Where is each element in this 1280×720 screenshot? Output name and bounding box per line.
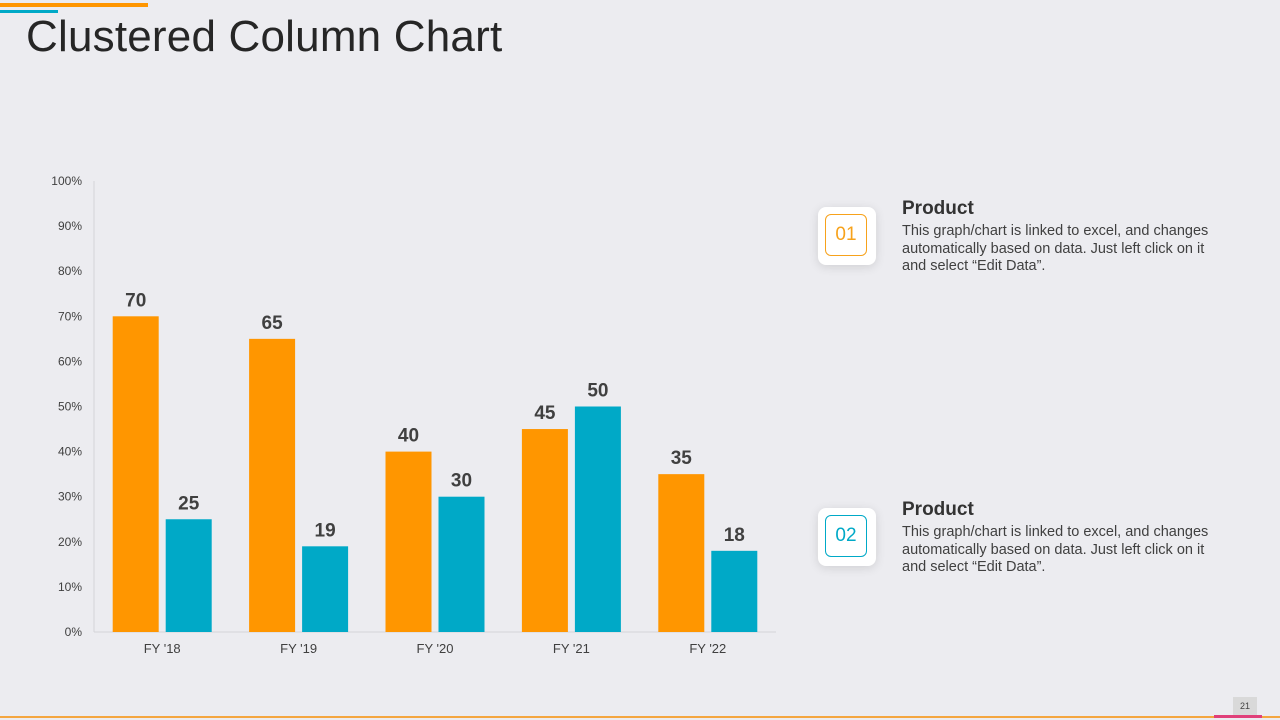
data-label: 18 bbox=[724, 525, 745, 546]
slide-title: Clustered Column Chart bbox=[26, 12, 503, 61]
x-tick-label: FY '20 bbox=[417, 641, 454, 656]
x-tick-label: FY '21 bbox=[553, 641, 590, 656]
data-label: 19 bbox=[315, 520, 336, 541]
y-tick-label: 100% bbox=[51, 174, 82, 188]
y-tick-label: 30% bbox=[58, 490, 82, 504]
data-label: 70 bbox=[125, 290, 146, 311]
x-tick-label: FY '22 bbox=[689, 641, 726, 656]
bar bbox=[711, 550, 758, 632]
bar bbox=[249, 338, 296, 632]
data-label: 25 bbox=[178, 493, 200, 514]
y-tick-label: 80% bbox=[58, 264, 82, 278]
y-tick-label: 50% bbox=[58, 400, 82, 414]
accent-bar-teal bbox=[0, 10, 58, 13]
page-number: 21 bbox=[1233, 697, 1257, 715]
legend-card-01: 01 bbox=[818, 207, 876, 265]
bar bbox=[165, 519, 212, 632]
data-label: 45 bbox=[534, 403, 556, 424]
legend-card-02: 02 bbox=[818, 508, 876, 566]
data-label: 50 bbox=[587, 381, 608, 402]
bar bbox=[521, 429, 568, 632]
clustered-column-chart: 0% 10% 20% 30% 40% 50% 60% 70% 80% 90% 100% 70 25 FY … bbox=[51, 174, 776, 656]
legend-badge-01: 01 bbox=[825, 214, 867, 256]
bar bbox=[302, 546, 349, 632]
data-label: 30 bbox=[451, 471, 472, 492]
footer-accent bbox=[1214, 715, 1262, 718]
accent-bar-orange bbox=[0, 3, 148, 7]
bar bbox=[385, 451, 432, 632]
data-label: 65 bbox=[262, 313, 284, 334]
legend-description-02: This graph/chart is linked to excel, and… bbox=[902, 524, 1209, 575]
x-tick-label: FY '19 bbox=[280, 641, 317, 656]
y-tick-label: 20% bbox=[58, 535, 82, 549]
y-tick-label: 10% bbox=[58, 580, 82, 594]
footer-line bbox=[0, 716, 1280, 718]
legend-badge-02: 02 bbox=[825, 515, 867, 557]
legend-heading-01: Product bbox=[902, 198, 974, 219]
x-tick-label: FY '18 bbox=[144, 641, 181, 656]
data-label: 40 bbox=[398, 426, 419, 447]
legend-description-01: This graph/chart is linked to excel, and… bbox=[902, 223, 1209, 274]
y-tick-label: 0% bbox=[65, 625, 83, 639]
legend-heading-02: Product bbox=[902, 499, 974, 520]
y-tick-label: 70% bbox=[58, 309, 82, 323]
y-tick-label: 90% bbox=[58, 219, 82, 233]
bar bbox=[574, 406, 621, 632]
bar bbox=[658, 474, 705, 632]
y-tick-label: 40% bbox=[58, 445, 82, 459]
bar bbox=[112, 316, 159, 632]
bar bbox=[438, 496, 485, 632]
data-label: 35 bbox=[671, 448, 693, 469]
y-tick-label: 60% bbox=[58, 354, 82, 368]
